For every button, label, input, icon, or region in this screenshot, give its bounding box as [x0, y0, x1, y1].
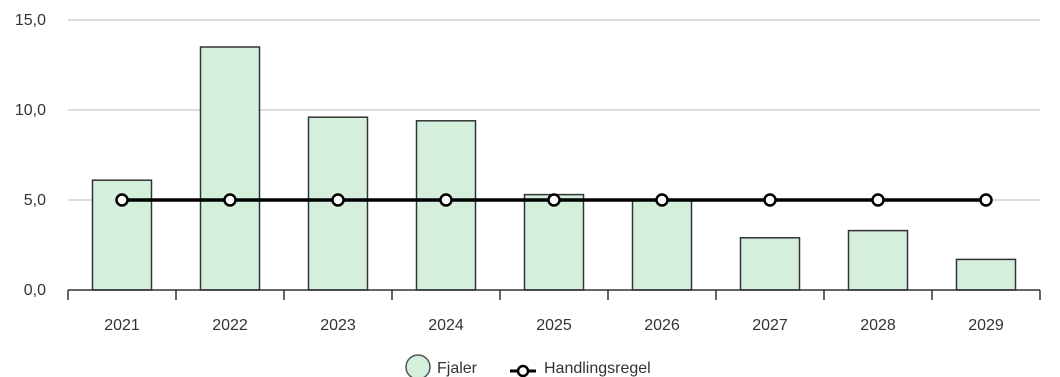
x-tick-label-2025: 2025: [536, 317, 572, 334]
handlingsregel-point-2021: [115, 193, 129, 207]
x-tick-label-2027: 2027: [752, 317, 788, 334]
legend-handlingsregel-label: Handlingsregel: [544, 360, 651, 377]
handlingsregel-line: [115, 193, 993, 207]
y-tick-label-2: 10,0: [15, 102, 46, 119]
legend: Fjaler Handlingsregel: [405, 354, 651, 377]
y-tick-label-3: 15,0: [15, 12, 46, 29]
legend-fjaler-label: Fjaler: [437, 360, 478, 377]
bar-2029: [955, 258, 1017, 291]
handlingsregel-point-2028: [871, 193, 885, 207]
x-tick-label-2029: 2029: [968, 317, 1004, 334]
x-tick-label-2021: 2021: [104, 317, 140, 334]
bar-2027: [739, 237, 801, 291]
legend-fjaler-swatch: [405, 354, 431, 377]
handlingsregel-point-2024: [439, 193, 453, 207]
handlingsregel-point-2026: [655, 193, 669, 207]
x-tick-label-2028: 2028: [860, 317, 896, 334]
handlingsregel-point-2025: [547, 193, 561, 207]
handlingsregel-point-2023: [331, 193, 345, 207]
x-axis: [67, 289, 1041, 300]
y-tick-label-1: 5,0: [24, 192, 46, 209]
x-tick-label-2023: 2023: [320, 317, 356, 334]
x-tick-label-2026: 2026: [644, 317, 680, 334]
bars: [91, 46, 1017, 291]
legend-handlingsregel-marker: [516, 364, 530, 377]
bar-2026: [631, 199, 693, 291]
y-tick-label-0: 0,0: [24, 282, 46, 299]
y-axis-tick-labels: 0,0 5,0 10,0 15,0: [15, 12, 46, 299]
handlingsregel-point-2027: [763, 193, 777, 207]
handlingsregel-point-2022: [223, 193, 237, 207]
x-tick-label-2022: 2022: [212, 317, 248, 334]
handlingsregel-point-2029: [979, 193, 993, 207]
x-axis-tick-labels: 2021 2022 2023 2024 2025 2026 2027 2028 2029: [104, 317, 1004, 334]
bar-2025: [523, 193, 585, 291]
bar-2022: [199, 46, 261, 291]
x-tick-label-2024: 2024: [428, 317, 464, 334]
bar-2028: [847, 229, 909, 291]
